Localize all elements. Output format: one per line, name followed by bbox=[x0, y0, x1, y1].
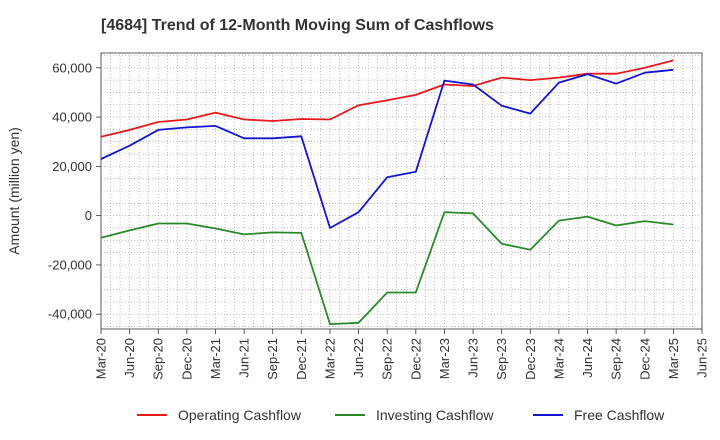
x-tick-label: Sep-23 bbox=[494, 338, 509, 380]
y-axis-ticks: -40,000 -20,000 0 20,000 40,000 60,000 bbox=[48, 60, 101, 322]
x-tick-label: Mar-23 bbox=[437, 338, 452, 379]
x-tick-label: Mar-22 bbox=[322, 338, 337, 379]
y-axis-label: Amount (million yen) bbox=[6, 127, 22, 255]
grid bbox=[101, 53, 702, 329]
x-tick-label: Jun-23 bbox=[466, 338, 481, 378]
series-line-investing-cashflow bbox=[100, 211, 674, 326]
series-line-free-cashflow bbox=[100, 68, 674, 229]
x-tick-label: Dec-21 bbox=[294, 338, 309, 380]
legend: Operating Cashflow Investing Cashflow Free… bbox=[137, 407, 665, 423]
y-tick-label: 60,000 bbox=[52, 60, 92, 75]
x-tick-label: Sep-22 bbox=[380, 338, 395, 380]
x-tick-label: Mar-20 bbox=[94, 338, 109, 379]
x-tick-label: Mar-24 bbox=[551, 338, 566, 379]
x-tick-label: Jun-25 bbox=[695, 338, 710, 378]
y-tick-label: -20,000 bbox=[48, 257, 92, 272]
x-tick-label: Mar-21 bbox=[208, 338, 223, 379]
y-tick-label: -40,000 bbox=[48, 307, 92, 322]
x-tick-label: Dec-23 bbox=[523, 338, 538, 380]
legend-label: Operating Cashflow bbox=[178, 407, 302, 423]
x-tick-label: Jun-21 bbox=[237, 338, 252, 378]
x-tick-label: Sep-24 bbox=[609, 338, 624, 380]
x-tick-label: Jun-20 bbox=[122, 338, 137, 378]
x-tick-label: Sep-20 bbox=[151, 338, 166, 380]
x-tick-label: Dec-20 bbox=[179, 338, 194, 380]
y-tick-label: 0 bbox=[85, 208, 92, 223]
chart-title: [4684] Trend of 12-Month Moving Sum of C… bbox=[101, 17, 494, 34]
x-axis-ticks: Mar-20 Jun-20 Sep-20 Dec-20 Mar-21 Jun-21 Sep-… bbox=[94, 329, 710, 380]
legend-label: Free Cashflow bbox=[574, 407, 665, 423]
x-tick-label: Jun-24 bbox=[580, 338, 595, 378]
x-tick-label: Mar-25 bbox=[666, 338, 681, 379]
x-tick-label: Dec-24 bbox=[637, 338, 652, 380]
series-line-operating-cashflow bbox=[100, 59, 674, 138]
y-tick-label: 20,000 bbox=[52, 159, 92, 174]
x-tick-label: Jun-22 bbox=[351, 338, 366, 378]
x-tick-label: Sep-21 bbox=[265, 338, 280, 380]
y-tick-label: 40,000 bbox=[52, 110, 92, 125]
series-lines bbox=[100, 59, 674, 326]
legend-label: Investing Cashflow bbox=[376, 407, 494, 423]
x-tick-label: Dec-22 bbox=[408, 338, 423, 380]
